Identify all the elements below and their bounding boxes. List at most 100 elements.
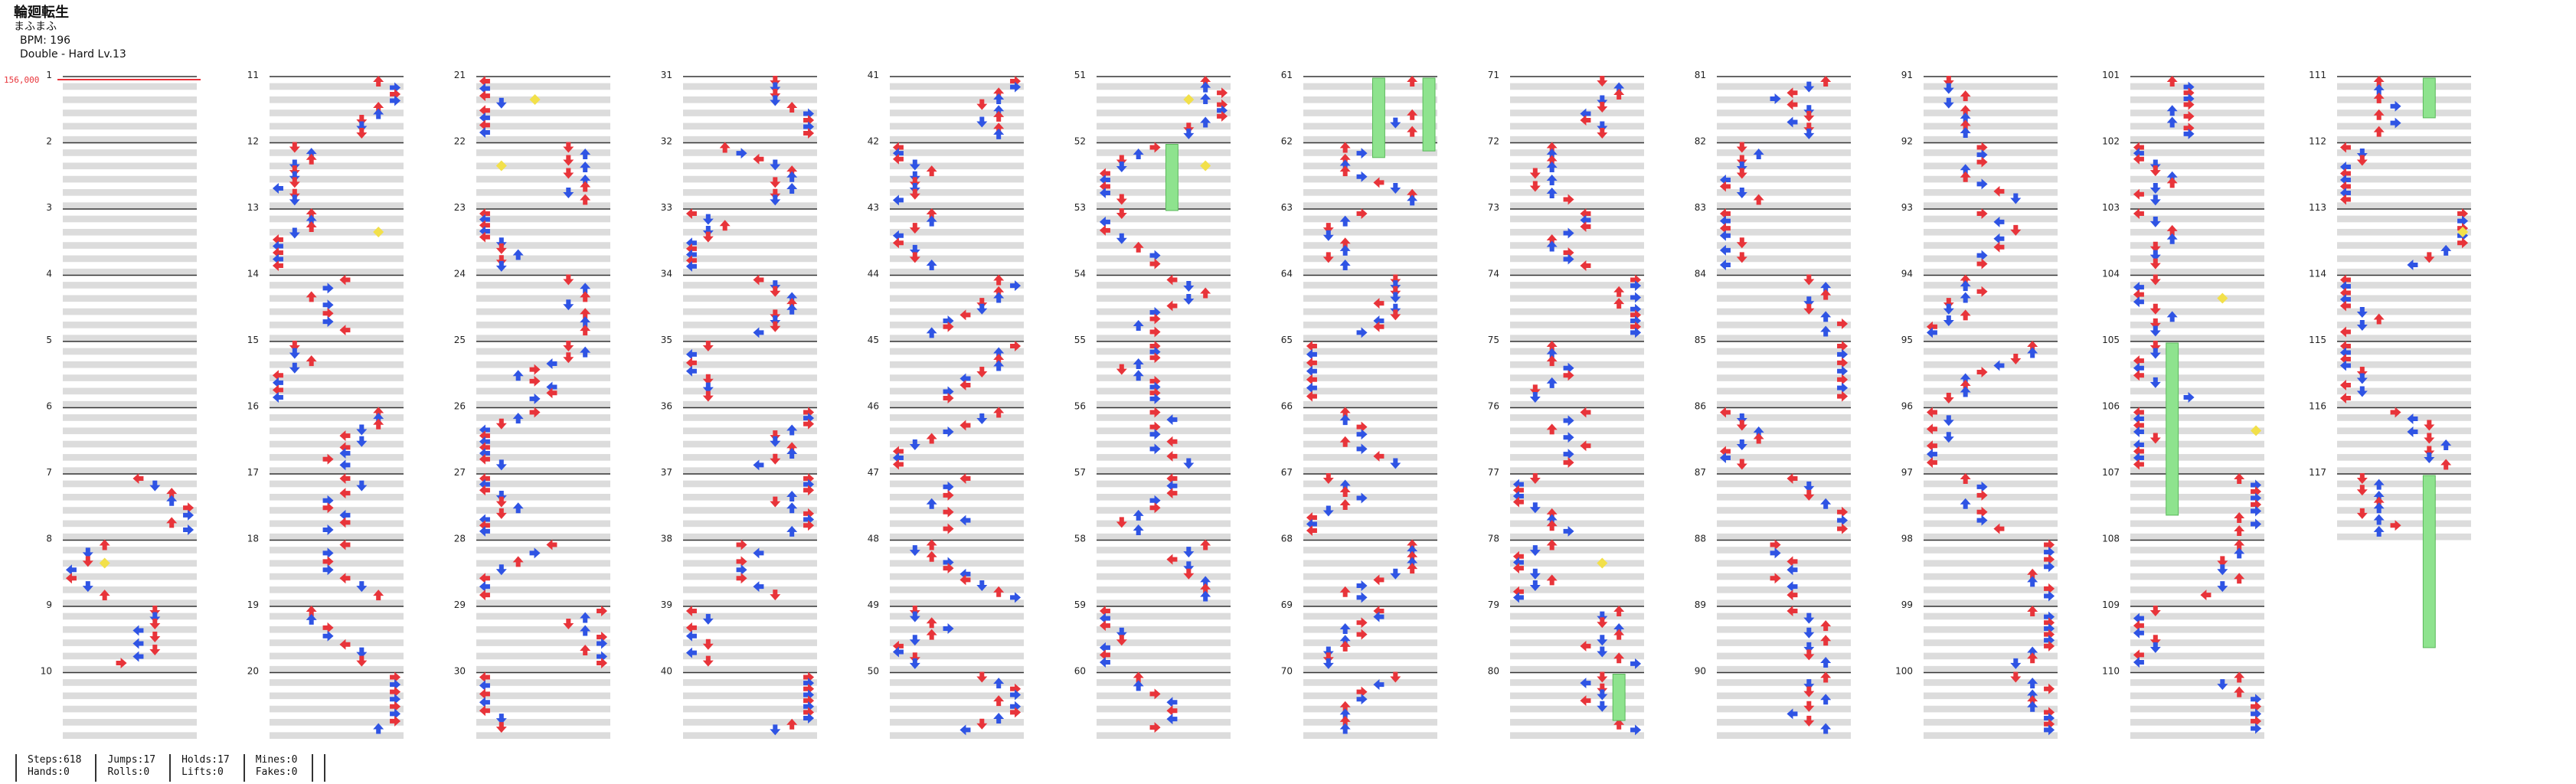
step-arrow	[2356, 320, 2368, 331]
measure-number: 3	[46, 202, 52, 213]
step-arrow	[1546, 574, 1558, 586]
step-arrow	[2440, 439, 2452, 450]
step-arrow	[1597, 683, 1608, 694]
row-band	[890, 533, 1024, 541]
step-arrow	[993, 354, 1005, 364]
row-band	[1924, 560, 2058, 567]
row-band	[476, 175, 610, 183]
step-arrow	[1597, 635, 1608, 646]
step-arrow	[2234, 473, 2245, 484]
step-arrow	[1960, 164, 1971, 175]
row-band	[1510, 361, 1644, 368]
step-arrow	[753, 547, 764, 559]
row-band	[1303, 414, 1437, 421]
row-band	[1303, 228, 1437, 236]
row-band	[1303, 335, 1437, 341]
step-arrow	[1803, 110, 1815, 122]
step-arrow	[339, 488, 351, 499]
row-band	[2130, 83, 2264, 90]
step-arrow	[2133, 148, 2144, 159]
row-band	[890, 400, 1024, 408]
row-band	[1510, 374, 1644, 381]
step-arrow	[1373, 298, 1384, 309]
step-arrow	[1820, 76, 1832, 87]
row-band	[1717, 295, 1851, 302]
step-arrow	[2390, 407, 2401, 418]
row-band	[1303, 308, 1437, 315]
step-arrow	[1390, 458, 1401, 469]
step-arrow	[1580, 108, 1591, 119]
mine-note	[2457, 227, 2469, 237]
step-arrow	[356, 655, 368, 667]
row-band	[1097, 162, 1231, 170]
step-arrow	[943, 523, 954, 534]
row-band	[476, 255, 610, 263]
step-arrow	[1580, 640, 1591, 652]
step-arrow	[2133, 656, 2144, 668]
step-arrow	[2373, 496, 2385, 508]
row-band	[1924, 189, 2058, 196]
row-band	[1510, 215, 1644, 223]
step-arrow	[1339, 436, 1351, 447]
step-arrow	[943, 489, 954, 501]
step-arrow	[1943, 298, 1954, 309]
step-arrow	[1133, 509, 1144, 521]
step-arrow	[1803, 612, 1815, 624]
step-arrow	[2183, 87, 2195, 99]
step-arrow	[1512, 563, 1524, 574]
step-arrow	[563, 155, 574, 166]
step-arrow	[1166, 473, 1178, 484]
measure-number: 21	[454, 70, 466, 80]
step-arrow	[2339, 281, 2351, 292]
row-band	[270, 586, 404, 593]
step-arrow	[2010, 224, 2022, 236]
step-arrow	[580, 175, 591, 185]
step-arrow	[2339, 175, 2351, 185]
step-arrow	[2234, 573, 2245, 584]
row-band	[1303, 348, 1437, 355]
row-band	[1303, 189, 1437, 196]
step-arrow	[786, 298, 798, 309]
row-band	[683, 732, 817, 739]
step-arrow	[1010, 280, 1022, 292]
row-band	[1510, 149, 1644, 156]
row-band	[63, 454, 197, 461]
row-band	[476, 732, 610, 739]
row-band	[270, 480, 404, 488]
row-band	[270, 679, 404, 686]
row-band	[1303, 612, 1437, 620]
step-arrow	[1339, 259, 1351, 270]
step-arrow	[2133, 289, 2144, 300]
measure-number: 7	[46, 467, 52, 478]
stat-steps-hands: Steps:618 Hands:0	[15, 754, 95, 782]
row-band	[270, 400, 404, 408]
step-arrow	[892, 446, 904, 457]
row-band	[1097, 454, 1231, 461]
row-band	[1510, 719, 1644, 726]
step-arrow	[529, 407, 541, 418]
row-band	[1303, 255, 1437, 263]
measure-number: 48	[868, 534, 879, 544]
step-arrow	[1390, 671, 1401, 683]
row-band	[1924, 202, 2058, 209]
step-arrow	[2457, 215, 2469, 227]
step-arrow	[1183, 561, 1195, 573]
step-arrow	[132, 651, 144, 662]
measure-number: 12	[247, 136, 259, 147]
step-arrow	[2133, 446, 2144, 457]
row-band	[683, 652, 817, 660]
step-arrow	[685, 255, 697, 266]
step-arrow	[1306, 341, 1317, 351]
step-arrow	[770, 315, 781, 327]
step-arrow	[373, 590, 384, 601]
step-arrow	[803, 683, 815, 694]
row-band	[1717, 162, 1851, 170]
step-arrow	[2251, 715, 2262, 727]
row-band	[1303, 387, 1437, 395]
step-arrow	[1960, 90, 1971, 102]
row-band	[1717, 427, 1851, 435]
step-arrow	[1580, 678, 1591, 689]
row-band	[890, 493, 1024, 501]
row-band	[476, 215, 610, 223]
step-arrow	[580, 308, 591, 319]
